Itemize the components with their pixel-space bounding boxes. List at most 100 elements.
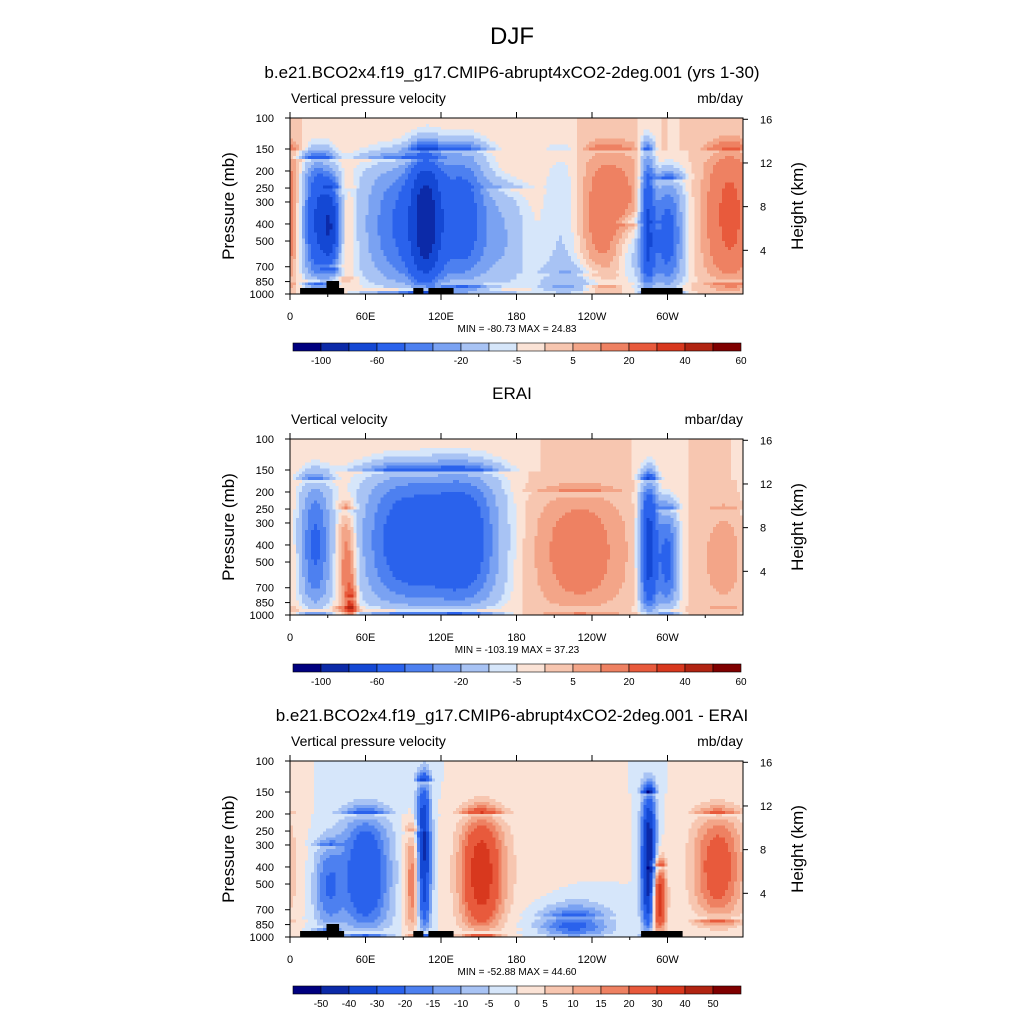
contour-cell [628, 162, 632, 166]
contour-cell [676, 156, 681, 160]
contour-cell [377, 129, 382, 134]
contour-cell [555, 147, 560, 151]
contour-cell [386, 123, 391, 128]
contour-cell [299, 135, 303, 140]
contour-cell [419, 144, 424, 148]
contour-cell [465, 118, 469, 122]
contour-cell [462, 156, 466, 160]
contour-cell [383, 129, 388, 134]
contour-cell [444, 150, 448, 154]
contour-cell [739, 153, 744, 157]
contour-cell [676, 135, 681, 140]
contour-cell [311, 141, 315, 145]
contour-cell [498, 156, 502, 160]
contour-cell [480, 123, 484, 128]
contour-cell [344, 135, 348, 140]
contour-cell [335, 150, 339, 154]
contour-cell [383, 150, 388, 154]
contour-cell [410, 147, 415, 151]
contour-cell [347, 120, 351, 125]
contour-cell [549, 141, 554, 145]
contour-cell [619, 126, 623, 131]
contour-cell [570, 144, 575, 148]
contour-cell [628, 150, 632, 154]
contour-cell [501, 156, 506, 160]
contour-cell [564, 118, 569, 122]
contour-cell [338, 132, 342, 137]
contour-cell [676, 132, 681, 137]
contour-cell [474, 141, 478, 145]
contour-cell [456, 147, 460, 151]
contour-cell [293, 153, 297, 157]
contour-cell [730, 120, 735, 125]
contour-cell [534, 138, 539, 143]
contour-cell [634, 120, 638, 125]
contour-cell [444, 129, 448, 134]
contour-cell [456, 135, 460, 140]
contour-cell [534, 147, 539, 151]
contour-cell [507, 132, 512, 137]
contour-cell [320, 159, 324, 163]
contour-cell [679, 144, 684, 148]
contour-cell [368, 132, 373, 137]
contour-cell [676, 138, 681, 143]
contour-cell [456, 120, 460, 125]
contour-cell [655, 135, 660, 140]
contour-cell [727, 159, 732, 163]
contour-cell [519, 156, 524, 160]
contour-cell [459, 132, 463, 137]
contour-cell [392, 138, 397, 143]
contour-cell [703, 144, 708, 148]
contour-cell [347, 126, 351, 131]
contour-cell [516, 144, 521, 148]
contour-cell [462, 120, 466, 125]
contour-cell [380, 144, 385, 148]
contour-cell [552, 123, 557, 128]
contour-cell [371, 144, 376, 148]
contour-cell [302, 144, 306, 148]
contour-cell [335, 144, 339, 148]
contour-cell [522, 126, 527, 131]
contour-cell [441, 126, 445, 131]
contour-cell [555, 120, 560, 125]
contour-cell [670, 126, 675, 131]
contour-cell [480, 138, 484, 143]
contour-cell [613, 120, 617, 125]
contour-cell [522, 135, 527, 140]
contour-cell [413, 147, 418, 151]
contour-cell [598, 138, 602, 143]
contour-cell [359, 162, 364, 166]
contour-cell [676, 147, 681, 151]
contour-cell [540, 141, 545, 145]
contour-cell [368, 153, 373, 157]
contour-cell [365, 126, 370, 131]
contour-cell [504, 147, 509, 151]
contour-cell [537, 126, 542, 131]
contour-cell [739, 147, 744, 151]
contour-cell [486, 138, 490, 143]
contour-cell [697, 135, 702, 140]
contour-cell [453, 129, 457, 134]
contour-cell [706, 129, 711, 134]
contour-cell [573, 147, 578, 151]
contour-cell [462, 118, 466, 122]
contour-cell [634, 129, 638, 134]
contour-cell [380, 120, 385, 125]
contour-cell [531, 126, 536, 131]
contour-cell [546, 123, 551, 128]
contour-cell [323, 126, 327, 131]
contour-cell [712, 118, 717, 122]
contour-cell [362, 118, 367, 122]
contour-cell [416, 118, 421, 122]
contour-cell [598, 132, 602, 137]
contour-cell [625, 153, 629, 157]
contour-cell [694, 141, 699, 145]
contour-cell [425, 141, 430, 145]
contour-cell [697, 126, 702, 131]
contour-cell [528, 144, 533, 148]
contour-cell [664, 159, 669, 163]
contour-cell [739, 138, 744, 143]
contour-cell [528, 153, 533, 157]
contour-cell [305, 132, 309, 137]
contour-cell [416, 153, 421, 157]
